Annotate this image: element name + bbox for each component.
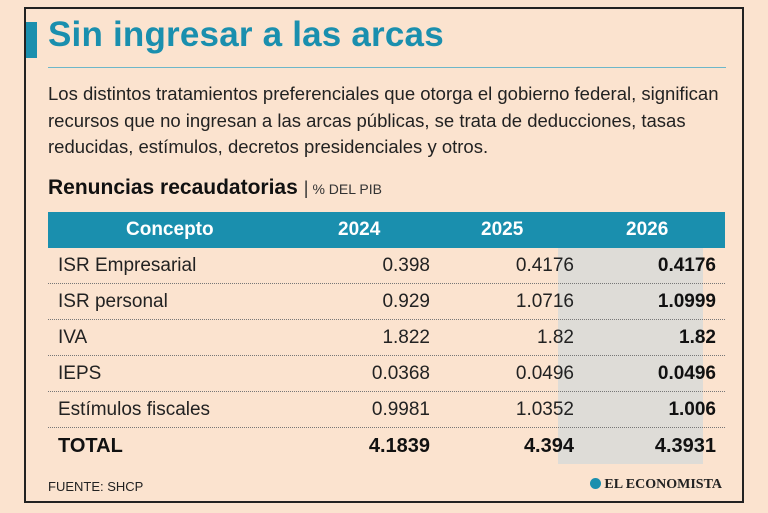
- data-table: Concepto 2024 2025 2026 ISR Empresarial …: [48, 212, 725, 464]
- row-value-2026: 1.82: [679, 327, 716, 348]
- table-row: ISR personal 0.929 1.0716 1.0999: [48, 284, 725, 320]
- subtitle-text: Renuncias recaudatorias: [48, 176, 298, 199]
- row-concept: IEPS: [58, 363, 102, 384]
- header-2026: 2026: [626, 219, 669, 240]
- row-concept: ISR Empresarial: [58, 255, 197, 276]
- header-2025: 2025: [481, 219, 524, 240]
- page-title: Sin ingresar a las arcas: [48, 15, 444, 54]
- title-accent-bar: [26, 22, 37, 58]
- row-value-2024: 0.398: [382, 255, 430, 276]
- title-divider: [48, 67, 726, 68]
- row-value-2026: 0.4176: [657, 255, 716, 276]
- total-value-2026: 4.3931: [654, 435, 716, 457]
- unit-label: % DEL PIB: [312, 181, 382, 197]
- row-value-2024: 0.9981: [371, 399, 430, 420]
- row-value-2025: 0.0496: [515, 363, 574, 384]
- table-row: IEPS 0.0368 0.0496 0.0496: [48, 356, 725, 392]
- subtitle-separator: |: [303, 178, 309, 198]
- source-note: FUENTE: SHCP: [48, 479, 144, 494]
- table-subtitle: Renuncias recaudatorias |% DEL PIB: [48, 176, 382, 200]
- row-value-2025: 0.4176: [515, 255, 574, 276]
- total-row: TOTAL 4.1839 4.394 4.3931: [48, 428, 725, 464]
- row-concept: IVA: [58, 327, 88, 348]
- table-row: IVA 1.822 1.82 1.82: [48, 320, 725, 356]
- row-value-2024: 0.0368: [371, 363, 430, 384]
- table-row: Estímulos fiscales 0.9981 1.0352 1.006: [48, 392, 725, 428]
- row-value-2026: 0.0496: [657, 363, 716, 384]
- row-value-2024: 0.929: [382, 291, 430, 312]
- row-concept: Estímulos fiscales: [58, 399, 211, 420]
- brand-dot-icon: [590, 478, 602, 489]
- total-label: TOTAL: [58, 435, 123, 457]
- row-value-2025: 1.0352: [515, 399, 574, 420]
- row-value-2024: 1.822: [382, 327, 430, 348]
- table-row: ISR Empresarial 0.398 0.4176 0.4176: [48, 248, 725, 284]
- total-value-2025: 4.394: [523, 435, 574, 457]
- table-header: Concepto 2024 2025 2026: [48, 212, 725, 248]
- infographic-frame: Sin ingresar a las arcas Los distintos t…: [24, 7, 744, 503]
- total-value-2024: 4.1839: [368, 435, 430, 457]
- row-value-2025: 1.0716: [515, 291, 574, 312]
- header-2024: 2024: [338, 219, 381, 240]
- header-concepto: Concepto: [126, 219, 214, 240]
- row-concept: ISR personal: [58, 291, 168, 312]
- row-value-2026: 1.006: [668, 399, 716, 420]
- row-value-2025: 1.82: [537, 327, 574, 348]
- row-value-2026: 1.0999: [657, 291, 716, 312]
- brand-name: EL ECONOMISTA: [604, 477, 722, 492]
- intro-paragraph: Los distintos tratamientos preferenciale…: [48, 83, 719, 157]
- highlight-column-2026: [558, 248, 703, 464]
- brand-logo: EL ECONOMISTA: [590, 477, 722, 493]
